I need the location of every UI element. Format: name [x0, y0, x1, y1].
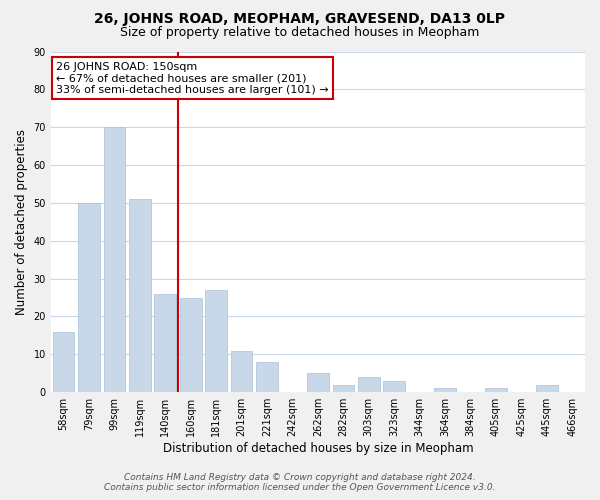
Bar: [383, 381, 405, 392]
Text: Contains HM Land Registry data © Crown copyright and database right 2024.
Contai: Contains HM Land Registry data © Crown c…: [104, 473, 496, 492]
Text: 26 JOHNS ROAD: 150sqm
← 67% of detached houses are smaller (201)
33% of semi-det: 26 JOHNS ROAD: 150sqm ← 67% of detached …: [56, 62, 329, 95]
Bar: [256, 362, 278, 392]
Text: Size of property relative to detached houses in Meopham: Size of property relative to detached ho…: [121, 26, 479, 39]
Y-axis label: Number of detached properties: Number of detached properties: [15, 129, 28, 315]
Bar: [307, 374, 329, 392]
Bar: [332, 384, 354, 392]
Bar: [154, 294, 176, 392]
Bar: [53, 332, 74, 392]
Bar: [104, 127, 125, 392]
Bar: [205, 290, 227, 392]
Bar: [129, 199, 151, 392]
X-axis label: Distribution of detached houses by size in Meopham: Distribution of detached houses by size …: [163, 442, 473, 455]
Bar: [434, 388, 456, 392]
Bar: [536, 384, 557, 392]
Bar: [180, 298, 202, 392]
Bar: [358, 377, 380, 392]
Bar: [485, 388, 507, 392]
Bar: [78, 203, 100, 392]
Bar: [231, 350, 253, 392]
Text: 26, JOHNS ROAD, MEOPHAM, GRAVESEND, DA13 0LP: 26, JOHNS ROAD, MEOPHAM, GRAVESEND, DA13…: [95, 12, 505, 26]
